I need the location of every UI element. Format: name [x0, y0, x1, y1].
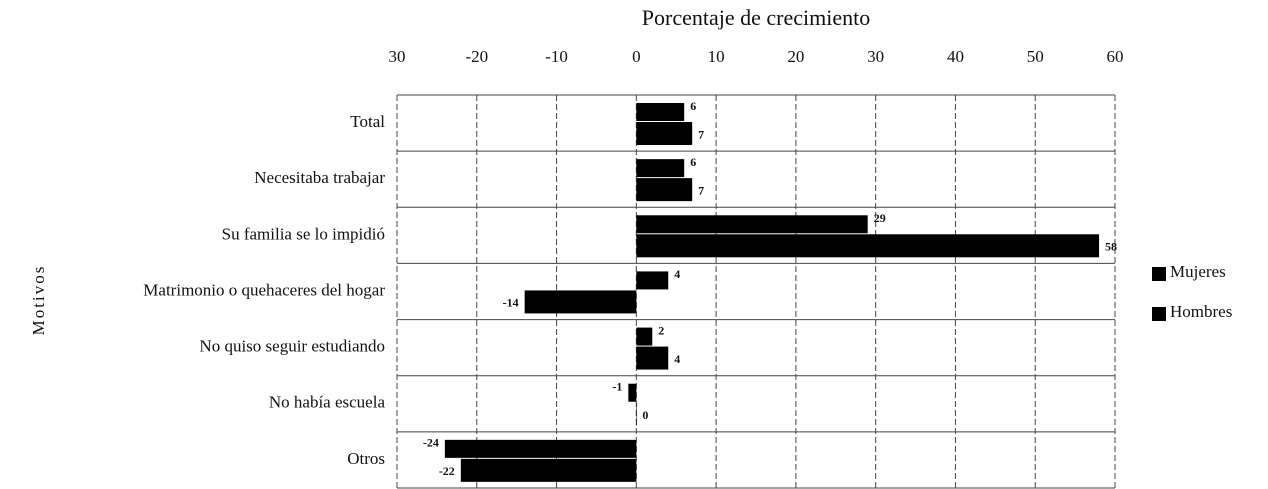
y-axis-label: Motivos — [29, 265, 48, 336]
value-label: -22 — [439, 464, 455, 478]
value-label: 4 — [674, 267, 680, 281]
value-label: 6 — [690, 99, 696, 113]
value-label: 0 — [642, 408, 648, 422]
x-tick-label: 0 — [632, 47, 641, 66]
bar — [636, 215, 868, 234]
x-tick-label: 40 — [947, 47, 964, 66]
bar — [524, 290, 637, 314]
value-label: -24 — [423, 436, 439, 450]
legend-label: Hombres — [1170, 302, 1232, 321]
category-label: Otros — [347, 449, 385, 468]
value-label: 29 — [874, 211, 886, 225]
bar — [636, 234, 1100, 258]
bar — [636, 122, 693, 145]
bar — [444, 439, 637, 458]
x-tick-label: 30 — [867, 47, 884, 66]
bar — [636, 159, 685, 178]
value-label: -14 — [503, 296, 519, 310]
legend-label: Mujeres — [1170, 262, 1226, 281]
value-label: 2 — [658, 323, 664, 337]
x-tick-label: -10 — [545, 47, 568, 66]
bar — [460, 458, 637, 482]
chart-title: Porcentaje de crecimiento — [642, 5, 870, 30]
category-label: Necesitaba trabajar — [254, 168, 385, 187]
value-label: 4 — [674, 352, 680, 366]
legend-swatch — [1152, 307, 1166, 321]
x-tick-label: -20 — [465, 47, 488, 66]
x-tick-label: 60 — [1107, 47, 1124, 66]
x-tick-label: 30 — [389, 47, 406, 66]
bar — [636, 178, 693, 202]
category-label: Su familia se lo impidió — [222, 224, 385, 243]
x-tick-label: 20 — [787, 47, 804, 66]
value-label: 7 — [698, 183, 704, 197]
value-label: 7 — [698, 127, 704, 141]
bar — [636, 346, 669, 370]
bar — [628, 383, 637, 402]
value-label: -1 — [612, 379, 622, 393]
value-label: 6 — [690, 155, 696, 169]
bar — [636, 402, 637, 426]
x-tick-label: 50 — [1027, 47, 1044, 66]
bar — [636, 271, 669, 290]
bar — [636, 327, 653, 346]
category-label: No había escuela — [269, 393, 386, 412]
legend-swatch — [1152, 267, 1166, 281]
x-tick-label: 10 — [708, 47, 725, 66]
value-label: 58 — [1105, 240, 1117, 254]
bar — [636, 103, 685, 121]
category-label: Total — [350, 112, 385, 131]
category-label: No quiso seguir estudiando — [199, 337, 385, 356]
category-label: Matrimonio o quehaceres del hogar — [143, 280, 385, 299]
